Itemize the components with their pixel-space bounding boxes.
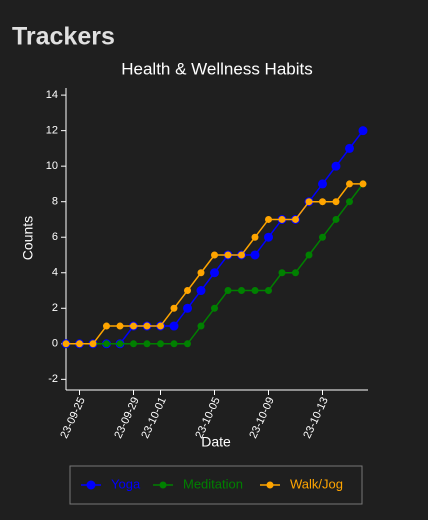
point — [332, 198, 340, 206]
point — [331, 161, 341, 171]
point — [346, 180, 353, 188]
x-tick-label: 23-10-01 — [139, 395, 168, 440]
point — [224, 251, 232, 259]
point — [197, 322, 205, 330]
series-line — [66, 183, 363, 345]
point — [345, 143, 354, 153]
point — [265, 215, 272, 223]
point — [264, 232, 273, 242]
point — [319, 198, 326, 206]
page-title: Trackers — [12, 23, 115, 51]
y-tick-label: 0 — [52, 338, 58, 350]
y-tick-label: 4 — [52, 267, 58, 279]
point — [197, 269, 205, 277]
point — [319, 233, 326, 241]
point — [332, 215, 340, 223]
x-tick-label: 23-09-29 — [112, 395, 141, 440]
x-tick-label: 23-10-13 — [301, 395, 330, 440]
point — [103, 322, 110, 330]
point — [278, 215, 286, 223]
y-tick-label: 2 — [52, 302, 58, 314]
legend-label: Yoga — [111, 476, 141, 491]
point — [318, 179, 327, 189]
series-line — [66, 183, 364, 345]
legend-marker — [159, 481, 167, 489]
point — [251, 287, 259, 295]
point — [211, 251, 218, 259]
point — [238, 287, 245, 295]
point — [130, 340, 137, 348]
point — [292, 269, 299, 277]
x-axis-label: Date — [201, 434, 231, 450]
point — [170, 340, 178, 348]
point — [184, 340, 191, 348]
point — [157, 340, 164, 348]
y-axis-label: Counts — [20, 216, 36, 260]
point — [157, 322, 164, 330]
y-tick-label: 10 — [46, 160, 58, 172]
point — [346, 198, 353, 206]
point — [89, 340, 97, 348]
point — [359, 180, 367, 188]
point — [210, 268, 219, 278]
y-tick-label: -2 — [48, 373, 58, 385]
point — [358, 126, 368, 136]
point — [250, 250, 260, 260]
point — [183, 303, 192, 313]
point — [292, 215, 299, 223]
y-tick-label: 12 — [46, 125, 58, 137]
series-line — [66, 130, 364, 345]
point — [103, 340, 110, 348]
chart-title: Health & Wellness Habits — [121, 59, 313, 78]
x-tick-label: 23-09-25 — [58, 395, 87, 440]
point — [143, 322, 151, 330]
point — [116, 340, 124, 348]
x-tick-label: 23-10-09 — [247, 395, 276, 440]
point — [184, 287, 191, 295]
point — [211, 304, 218, 312]
legend-marker — [266, 481, 274, 489]
point — [62, 340, 70, 348]
y-tick-label: 14 — [46, 89, 58, 101]
legend-label: Meditation — [183, 476, 243, 491]
point — [130, 322, 137, 330]
point — [196, 286, 206, 296]
point — [305, 251, 313, 259]
legend-label: Walk/Jog — [290, 476, 343, 491]
point — [305, 198, 313, 206]
point — [278, 269, 286, 277]
y-tick-label: 6 — [52, 231, 58, 243]
point — [116, 322, 124, 330]
point — [251, 233, 259, 241]
point — [143, 340, 151, 348]
legend-marker — [86, 480, 96, 490]
point — [169, 321, 179, 331]
point — [238, 251, 245, 259]
point — [170, 304, 178, 312]
y-tick-label: 8 — [52, 196, 58, 208]
point — [224, 287, 232, 295]
point — [76, 340, 83, 348]
point — [265, 287, 272, 295]
legend-box — [69, 465, 363, 505]
